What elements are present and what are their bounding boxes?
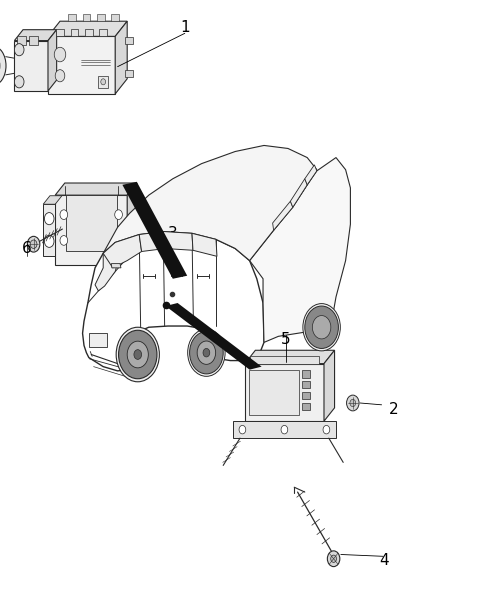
Text: 5: 5 (281, 332, 290, 347)
Bar (250, 356, 319, 364)
Circle shape (305, 306, 338, 348)
Circle shape (134, 350, 142, 359)
Circle shape (350, 399, 356, 407)
Bar (85, 29, 93, 36)
Polygon shape (305, 165, 317, 185)
Circle shape (323, 425, 330, 434)
Polygon shape (127, 183, 137, 265)
Circle shape (14, 76, 24, 88)
Circle shape (60, 210, 68, 219)
Bar (56, 29, 64, 36)
Polygon shape (192, 233, 217, 256)
Circle shape (312, 316, 331, 339)
Polygon shape (48, 21, 127, 36)
Polygon shape (273, 201, 293, 230)
Circle shape (239, 425, 246, 434)
Bar (29, 36, 38, 45)
Bar (71, 29, 78, 36)
Polygon shape (250, 158, 350, 342)
Polygon shape (83, 14, 90, 21)
Text: 1: 1 (180, 20, 190, 35)
Text: 3: 3 (168, 226, 178, 241)
Polygon shape (233, 421, 336, 438)
Circle shape (101, 79, 106, 85)
Circle shape (327, 551, 340, 567)
Polygon shape (48, 36, 115, 94)
Circle shape (27, 236, 40, 252)
Circle shape (44, 213, 54, 225)
Circle shape (54, 47, 66, 62)
Polygon shape (97, 14, 105, 21)
Polygon shape (103, 235, 142, 268)
Bar (89, 333, 107, 347)
Bar (302, 392, 310, 399)
Polygon shape (163, 231, 193, 250)
Polygon shape (14, 41, 48, 91)
Circle shape (60, 236, 68, 245)
Polygon shape (111, 264, 121, 268)
Text: 2: 2 (389, 402, 398, 416)
Polygon shape (103, 145, 317, 261)
Text: 6: 6 (22, 241, 31, 256)
Polygon shape (166, 303, 262, 370)
Polygon shape (83, 231, 264, 371)
Circle shape (127, 341, 148, 368)
Polygon shape (14, 30, 57, 41)
Polygon shape (43, 196, 62, 204)
Polygon shape (55, 183, 137, 195)
Polygon shape (324, 350, 335, 421)
Polygon shape (66, 195, 117, 251)
Circle shape (347, 395, 359, 411)
Polygon shape (290, 179, 307, 207)
Circle shape (188, 329, 225, 376)
Polygon shape (111, 14, 119, 21)
Circle shape (44, 235, 54, 247)
Circle shape (55, 70, 65, 82)
Ellipse shape (0, 46, 6, 85)
Bar (125, 70, 133, 77)
Bar (99, 29, 107, 36)
Bar (302, 403, 310, 410)
Circle shape (115, 236, 122, 245)
Circle shape (190, 331, 223, 374)
Circle shape (119, 330, 157, 379)
Polygon shape (43, 204, 55, 256)
Polygon shape (95, 242, 119, 291)
Text: 4: 4 (379, 553, 389, 568)
Bar (249, 370, 299, 415)
Bar (98, 76, 108, 88)
Polygon shape (48, 30, 57, 91)
Polygon shape (245, 364, 324, 421)
Circle shape (197, 341, 216, 364)
Circle shape (331, 555, 336, 562)
Ellipse shape (77, 210, 106, 244)
Polygon shape (68, 14, 76, 21)
Bar (125, 36, 133, 44)
Bar (302, 381, 310, 388)
Bar (302, 370, 310, 378)
Circle shape (303, 304, 340, 351)
Circle shape (203, 348, 210, 357)
Polygon shape (122, 182, 187, 279)
Polygon shape (245, 350, 335, 364)
Circle shape (115, 210, 122, 219)
Circle shape (116, 327, 159, 382)
Circle shape (14, 44, 24, 56)
Bar (17, 36, 26, 45)
Polygon shape (55, 195, 127, 265)
Circle shape (281, 425, 288, 434)
Polygon shape (115, 21, 127, 94)
Polygon shape (139, 231, 166, 251)
Circle shape (30, 240, 37, 248)
